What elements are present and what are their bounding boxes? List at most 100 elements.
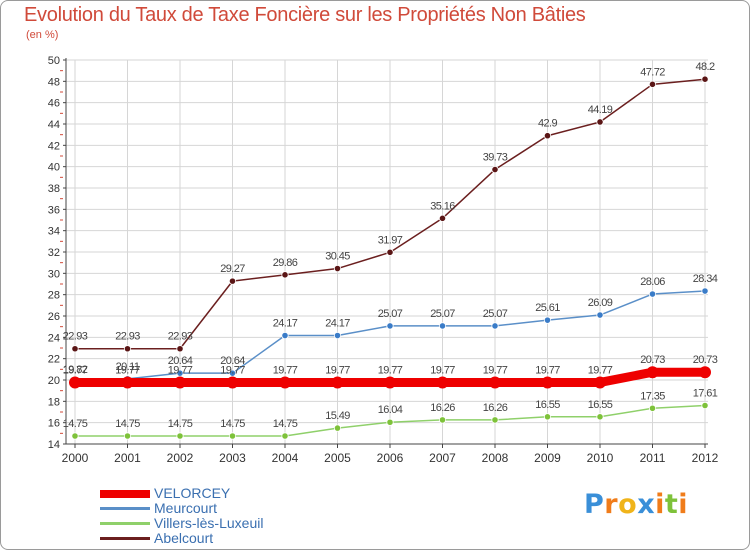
data-point (121, 376, 134, 389)
data-label: 19.77 (115, 364, 140, 376)
data-label: 25.07 (378, 308, 403, 320)
data-point (594, 376, 606, 389)
data-label: 44.19 (588, 104, 613, 116)
x-tick-label: 2010 (587, 451, 614, 465)
data-point (228, 277, 237, 285)
data-label: 19.77 (588, 364, 613, 376)
data-label: 28.06 (640, 276, 665, 288)
data-label: 14.75 (63, 418, 88, 430)
legend-item: VELORCEY (100, 485, 360, 501)
data-label: 24.17 (273, 318, 298, 330)
data-point (386, 418, 394, 426)
data-label: 20.64 (168, 355, 193, 367)
data-point (543, 132, 552, 140)
data-label: 19.77 (220, 364, 245, 376)
data-label: 14.75 (220, 418, 245, 430)
data-point (384, 376, 396, 389)
legend-label: Abelcourt (154, 530, 214, 546)
data-point (701, 287, 709, 295)
series-layer (69, 75, 711, 440)
x-tick-label: 2002 (167, 451, 194, 465)
data-label: 14.75 (168, 418, 193, 430)
data-point (174, 376, 186, 389)
data-label: 22.93 (168, 331, 193, 343)
legend-item: Villers-lès-Luxeuil (100, 515, 360, 531)
logo-letter: r (604, 489, 619, 520)
chart-title: Evolution du Taux de Taxe Foncière sur l… (24, 4, 586, 26)
data-point (489, 376, 501, 389)
y-tick-label: 34 (48, 226, 60, 238)
data-point (333, 424, 342, 432)
data-point (438, 214, 447, 222)
y-tick-label: 42 (48, 140, 60, 152)
data-point (333, 331, 342, 340)
x-tick-label: 2012 (692, 451, 719, 465)
data-point (438, 322, 447, 330)
logo-letter: x (637, 489, 656, 520)
data-point (71, 345, 79, 353)
x-tick-label: 2005 (324, 451, 351, 465)
x-tick-label: 2006 (377, 451, 404, 465)
data-point (543, 413, 552, 421)
unit-label: (en %) (26, 29, 59, 41)
data-point (491, 322, 499, 330)
data-point (648, 80, 657, 88)
data-point (438, 416, 447, 424)
proxiti-logo: Proxiti (584, 489, 688, 520)
y-tick-label: 16 (48, 418, 60, 430)
data-point (596, 413, 604, 421)
data-point (71, 432, 79, 440)
x-tick-label: 2003 (219, 451, 246, 465)
legend-label: Meurcourt (154, 500, 218, 516)
data-label: 22.93 (115, 331, 140, 343)
data-label: 16.26 (430, 402, 455, 414)
data-point (491, 165, 499, 174)
legend: VELORCEY Meurcourt Villers-lès-Luxeuil Abel… (100, 485, 360, 546)
y-tick-label: 30 (48, 268, 60, 280)
data-label: 30.45 (325, 251, 350, 263)
y-tick-label: 36 (48, 204, 60, 216)
data-point (226, 376, 239, 389)
series-meurcourt (71, 287, 709, 386)
data-label: 20.11 (116, 361, 140, 373)
data-point (176, 345, 184, 353)
data-label: 20.73 (693, 354, 718, 366)
data-point (176, 369, 184, 377)
data-point (176, 432, 184, 440)
data-label: 24.17 (325, 318, 350, 330)
data-label: 19.77 (325, 364, 350, 376)
data-label: 15.49 (325, 410, 350, 422)
y-tick-label: 18 (48, 396, 60, 408)
x-tick-label: 2008 (482, 451, 509, 465)
data-label: 16.04 (378, 404, 403, 416)
data-point (541, 376, 554, 389)
y-tick-label: 24 (48, 332, 60, 344)
data-point (281, 331, 289, 340)
data-label: 22.93 (63, 331, 88, 343)
data-label: 42.9 (538, 118, 557, 130)
legend-swatch (100, 522, 150, 525)
data-labels: 22.93 22.93 22.93 29.27 29.86 30.45 31.97 35.16… (63, 61, 719, 430)
data-label: 19.77 (483, 364, 508, 376)
y-tick-label: 48 (48, 76, 60, 88)
logo-letter: P (584, 489, 605, 520)
legend-swatch (100, 537, 150, 540)
data-point (646, 366, 659, 379)
logo-letter: o (618, 489, 638, 520)
series-villers-l-s-luxeuil (71, 401, 709, 440)
data-point (648, 290, 657, 298)
data-label: 25.07 (483, 308, 508, 320)
data-label: 19.77 (273, 364, 298, 376)
x-tick-label: 2011 (640, 451, 666, 465)
data-label: 25.07 (430, 308, 455, 320)
y-tick-label: 26 (48, 311, 60, 323)
data-point (701, 401, 709, 410)
legend-item: Meurcourt (100, 500, 360, 516)
data-label: 31.97 (378, 234, 403, 246)
data-label: 14.75 (115, 418, 140, 430)
legend-label: Villers-lès-Luxeuil (154, 515, 264, 531)
data-point (228, 369, 237, 377)
y-tick-label: 32 (48, 247, 60, 259)
data-point (386, 322, 394, 330)
data-point (596, 118, 604, 126)
